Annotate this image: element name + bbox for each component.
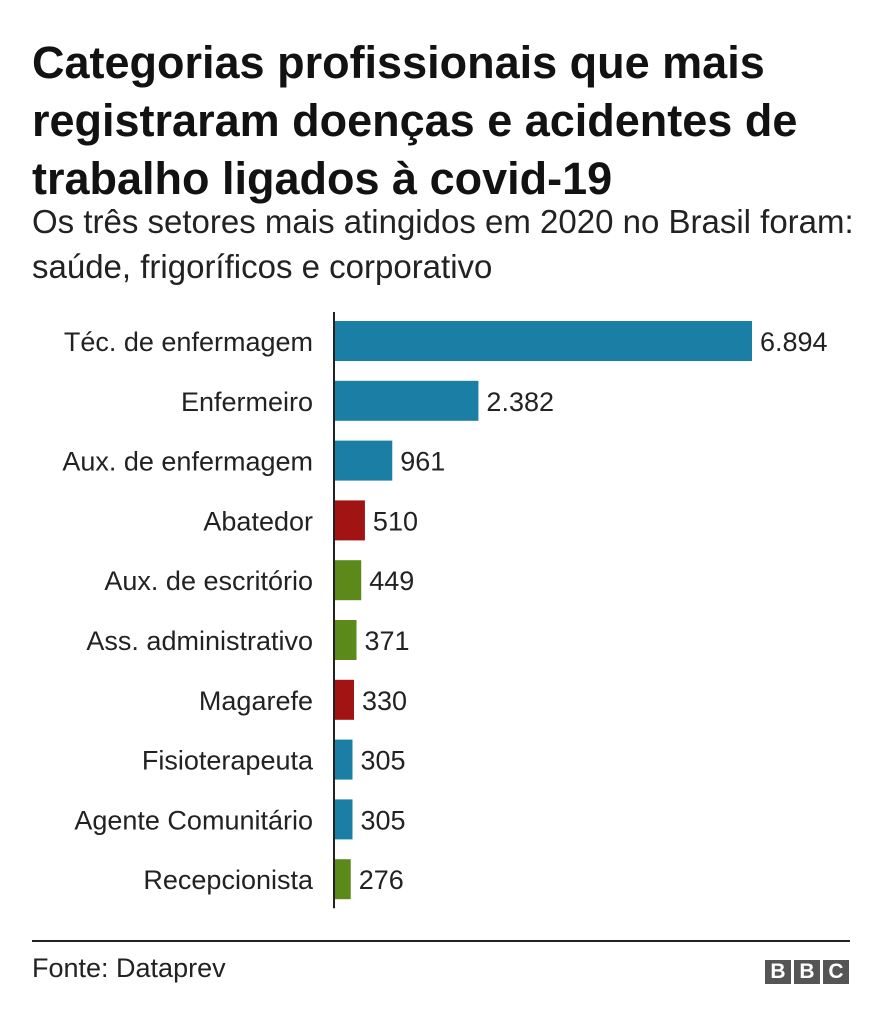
value-label: 330	[362, 686, 407, 716]
value-label: 371	[364, 626, 409, 656]
category-label: Ass. administrativo	[86, 626, 313, 656]
value-label: 6.894	[760, 327, 828, 357]
bar-chart: Téc. de enfermagem 6.894 Enfermeiro 2.382 Au…	[62, 312, 828, 909]
bar	[334, 739, 353, 780]
value-label: 2.382	[486, 387, 554, 417]
value-label: 276	[359, 865, 404, 895]
category-label: Aux. de escritório	[104, 566, 313, 596]
bbc-logo-letter: C	[823, 960, 849, 984]
value-label: 305	[360, 805, 405, 835]
chart-subtitle: Os três setores mais atingidos em 2020 n…	[32, 203, 854, 285]
bar	[334, 440, 393, 481]
bbc-logo: B B C	[765, 960, 849, 984]
value-label: 510	[373, 506, 418, 536]
category-label: Téc. de enfermagem	[64, 327, 313, 357]
bar	[334, 380, 479, 421]
bar	[334, 859, 351, 900]
footer-divider	[32, 940, 850, 942]
chart-title: Categorias profissionais que mais regist…	[32, 37, 798, 204]
bar	[334, 321, 752, 361]
category-label: Agente Comunitário	[74, 805, 313, 835]
category-label: Enfermeiro	[181, 387, 313, 417]
source-text: Fonte: Dataprev	[32, 953, 226, 983]
value-label: 305	[360, 746, 405, 776]
value-label: 961	[400, 447, 445, 477]
bar	[334, 620, 357, 660]
bar	[334, 679, 355, 720]
bars-group: Téc. de enfermagem 6.894 Enfermeiro 2.382 Au…	[62, 321, 828, 900]
bbc-logo-letter: B	[765, 960, 791, 984]
category-label: Aux. de enfermagem	[62, 447, 313, 477]
value-label: 449	[369, 566, 414, 596]
category-label: Abatedor	[203, 506, 313, 536]
category-label: Fisioterapeuta	[142, 746, 314, 776]
category-label: Recepcionista	[143, 865, 314, 895]
bar	[334, 560, 362, 601]
bar	[334, 799, 353, 840]
category-label: Magarefe	[199, 686, 313, 716]
bbc-logo-letter: B	[794, 960, 820, 984]
bar	[334, 500, 365, 541]
